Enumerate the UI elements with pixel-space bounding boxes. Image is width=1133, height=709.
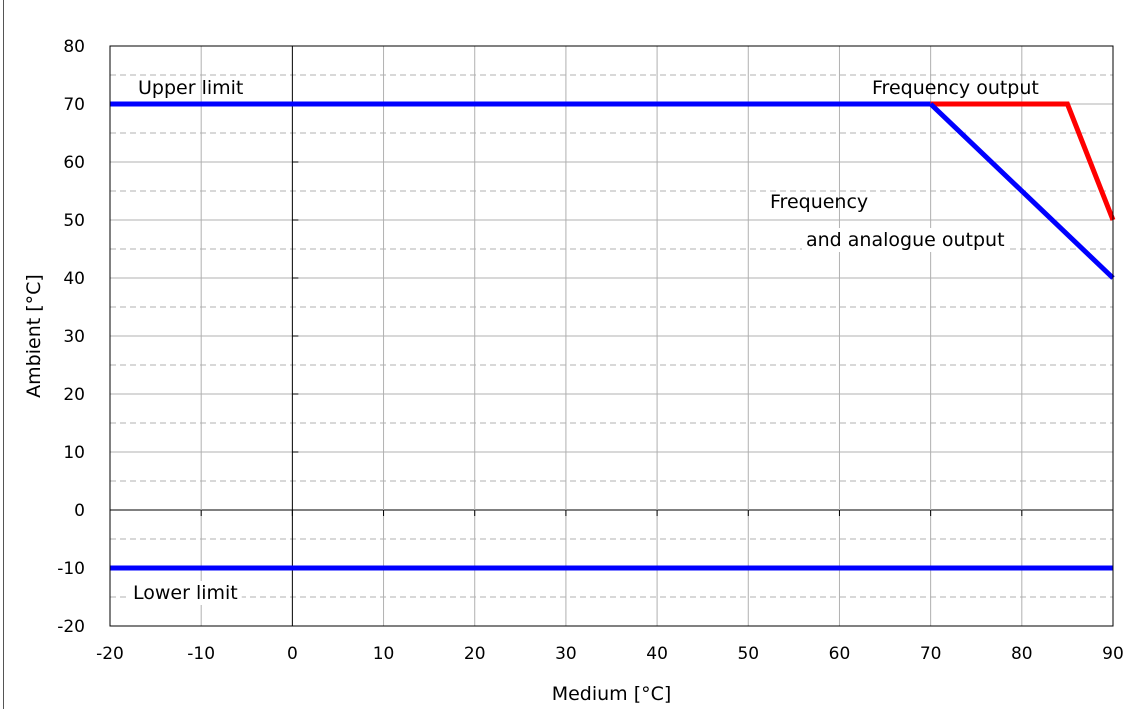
left-border-line	[3, 0, 4, 709]
x-tick-label: -10	[187, 644, 215, 664]
y-tick-label: 80	[63, 37, 85, 57]
x-tick-label: 10	[373, 644, 395, 664]
y-tick-label: 40	[63, 269, 85, 289]
x-tick-label: 60	[829, 644, 851, 664]
y-tick-label: 60	[63, 153, 85, 173]
y-tick-label: -10	[57, 559, 85, 579]
x-axis-ticks: -20 -10 0 10 20 30 40 50 60 70 80 90	[96, 644, 1124, 664]
x-tick-label: 20	[464, 644, 486, 664]
annotation-frequency: Frequency	[770, 191, 868, 213]
x-tick-label: 0	[287, 644, 298, 664]
annotation-and-analogue-output: and analogue output	[806, 229, 1005, 251]
y-tick-label: 30	[63, 327, 85, 347]
annotation-lower-limit: Lower limit	[133, 582, 238, 604]
y-tick-label: 50	[63, 211, 85, 231]
y-axis-ticks: -20 -10 0 10 20 30 40 50 60 70 80	[57, 37, 85, 637]
x-tick-label: 90	[1102, 644, 1124, 664]
x-tick-label: 30	[555, 644, 577, 664]
series-line	[930, 101, 1116, 221]
x-tick-label: 70	[920, 644, 942, 664]
y-tick-label: 70	[63, 95, 85, 115]
x-tick-label: 80	[1011, 644, 1033, 664]
annotation-upper-limit: Upper limit	[138, 77, 243, 99]
x-tick-label: 40	[646, 644, 668, 664]
annotation-background	[129, 581, 242, 605]
series-lines	[110, 101, 1116, 571]
annotation-frequency-output: Frequency output	[872, 77, 1039, 99]
x-tick-label: 50	[737, 644, 759, 664]
y-tick-label: 20	[63, 385, 85, 405]
y-tick-label: 10	[63, 443, 85, 463]
y-tick-label: -20	[57, 617, 85, 637]
annotation-background	[802, 228, 1009, 252]
x-axis-title: Medium [°C]	[552, 683, 672, 705]
x-tick-label: -20	[96, 644, 124, 664]
series-line	[928, 102, 1115, 280]
plot-area-frame	[109, 45, 1114, 627]
y-axis-title: Ambient [°C]	[23, 274, 45, 398]
annotations: Upper limit Frequency output Frequency a…	[129, 77, 1039, 605]
y-tick-label: 0	[74, 501, 85, 521]
